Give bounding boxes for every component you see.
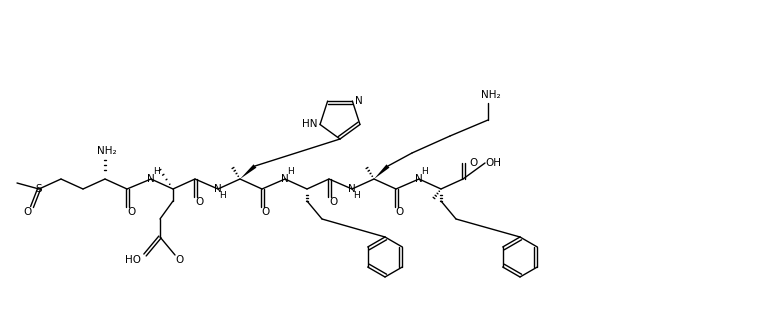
Text: S: S [35,184,42,194]
Text: N: N [281,174,289,184]
Text: O: O [127,207,135,217]
Text: H: H [219,191,226,201]
Polygon shape [374,164,390,179]
Text: OH: OH [485,158,501,168]
Text: O: O [396,207,404,217]
Text: N: N [415,174,423,184]
Text: N: N [147,174,155,184]
Text: NH₂: NH₂ [97,146,117,156]
Text: O: O [329,197,337,207]
Text: O: O [175,255,183,265]
Text: N: N [356,96,363,106]
Text: NH₂: NH₂ [481,90,500,100]
Text: HN: HN [303,120,318,129]
Polygon shape [240,164,256,179]
Text: H: H [420,168,427,176]
Text: N: N [348,184,356,194]
Text: N: N [214,184,222,194]
Text: H: H [152,168,159,176]
Text: HO: HO [125,255,141,265]
Text: H: H [353,191,360,201]
Text: O: O [262,207,270,217]
Text: O: O [23,207,31,217]
Text: O: O [469,158,477,168]
Text: H: H [286,168,293,176]
Text: O: O [195,197,203,207]
